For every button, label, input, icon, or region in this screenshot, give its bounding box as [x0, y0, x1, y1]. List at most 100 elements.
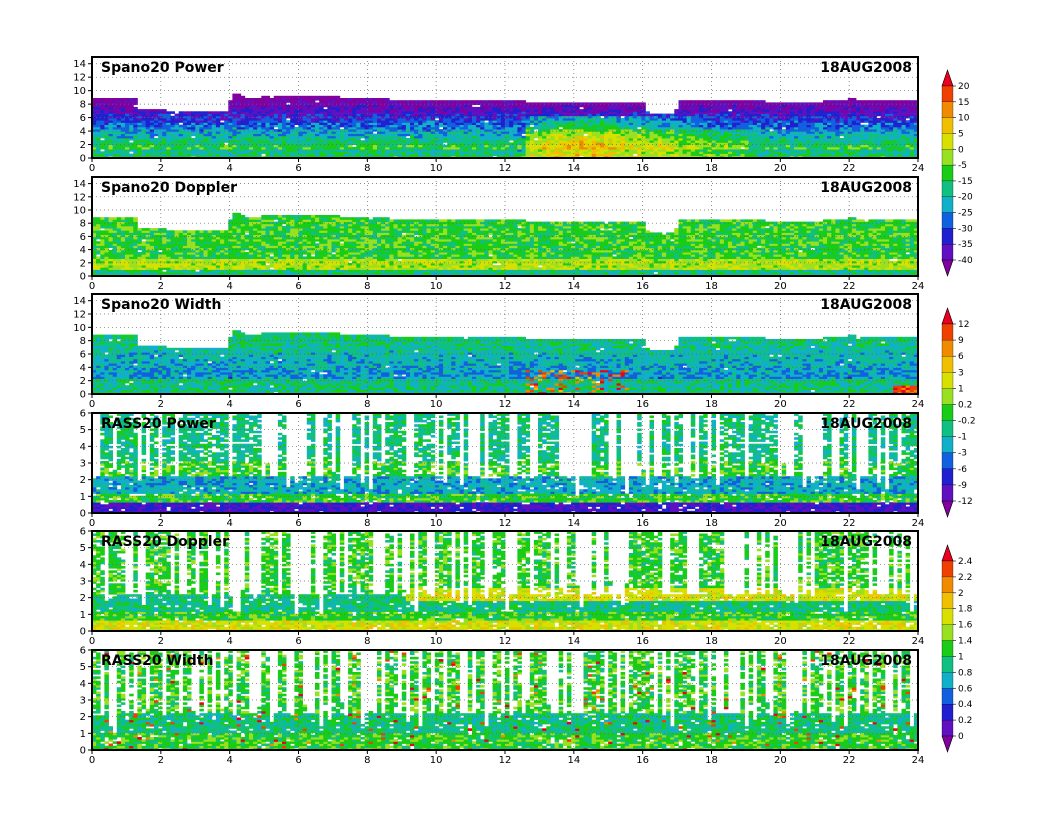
heatmap-cell: [682, 133, 688, 137]
heatmap-cell: [162, 153, 167, 157]
heatmap-cell: [447, 133, 452, 137]
heatmap-cell: [695, 133, 700, 137]
heatmap-cell: [182, 124, 188, 128]
heatmap-cell: [600, 106, 605, 110]
heatmap-cell: [525, 149, 531, 152]
heatmap-cell: [538, 109, 543, 112]
heatmap-cell: [112, 140, 118, 143]
heatmap-cell: [356, 142, 361, 145]
heatmap-cell: [678, 151, 683, 154]
heatmap-cell: [682, 153, 688, 157]
heatmap-cell: [711, 146, 716, 150]
heatmap-cell: [298, 111, 303, 114]
heatmap-cell: [612, 120, 617, 123]
heatmap-cell: [220, 131, 225, 134]
heatmap-cell: [356, 118, 361, 121]
heatmap-cell: [488, 138, 493, 141]
heatmap-cell: [120, 115, 126, 119]
heatmap-cell: [591, 118, 597, 121]
heatmap-cell: [521, 113, 526, 117]
heatmap-cell: [92, 131, 97, 134]
heatmap-cell: [343, 118, 349, 121]
heatmap-cell: [220, 129, 225, 132]
heatmap-cell: [587, 151, 593, 154]
heatmap-cell: [240, 113, 246, 117]
heatmap-cell: [401, 122, 407, 125]
heatmap-cell: [154, 146, 159, 150]
heatmap-cell: [166, 131, 171, 134]
heatmap-cell: [835, 104, 840, 108]
heatmap-cell: [220, 111, 225, 114]
heatmap-cell: [488, 115, 493, 119]
heatmap-cell: [187, 129, 192, 132]
heatmap-cell: [261, 138, 266, 141]
heatmap-cell: [199, 144, 204, 148]
heatmap-cell: [211, 126, 217, 130]
heatmap-cell: [827, 100, 832, 103]
heatmap-cell: [410, 124, 415, 128]
heatmap-cell: [108, 122, 113, 125]
heatmap-cell: [372, 124, 378, 128]
heatmap-cell: [319, 149, 324, 152]
heatmap-cell: [310, 129, 316, 132]
heatmap-cell: [306, 100, 312, 103]
heatmap-cell: [253, 129, 258, 132]
heatmap-cell: [315, 153, 320, 157]
heatmap-cell: [298, 122, 303, 125]
heatmap-cell: [368, 126, 374, 130]
heatmap-cell: [690, 122, 696, 125]
heatmap-cell: [331, 151, 336, 154]
heatmap-cell: [785, 153, 791, 157]
heatmap-cell: [600, 102, 605, 105]
heatmap-cell: [579, 118, 584, 121]
heatmap-cell: [686, 140, 692, 143]
heatmap-cell: [533, 144, 539, 148]
heatmap-cell: [207, 113, 213, 117]
heatmap-cell: [414, 140, 419, 143]
heatmap-cell: [385, 120, 390, 123]
heatmap-cell: [670, 115, 675, 119]
heatmap-cell: [455, 131, 460, 134]
heatmap-cell: [248, 151, 254, 154]
heatmap-cell: [112, 120, 118, 123]
heatmap-cell: [166, 135, 171, 139]
heatmap-cell: [459, 113, 465, 117]
heatmap-cell: [633, 111, 638, 114]
heatmap-cell: [620, 122, 626, 125]
heatmap-cell: [137, 111, 142, 114]
heatmap-cell: [670, 133, 675, 137]
heatmap-cell: [298, 95, 303, 99]
heatmap-cell: [571, 118, 576, 121]
heatmap-cell: [315, 144, 320, 148]
heatmap-cell: [405, 124, 411, 128]
heatmap-cell: [244, 102, 250, 105]
heatmap-cell: [315, 104, 320, 108]
heatmap-cell: [682, 146, 688, 150]
heatmap-cell: [215, 120, 221, 123]
heatmap-cell: [604, 133, 609, 137]
heatmap-cell: [343, 146, 349, 150]
heatmap-cell: [608, 129, 613, 132]
heatmap-cell: [282, 115, 287, 119]
heatmap-cell: [889, 153, 894, 157]
heatmap-cell: [443, 106, 448, 110]
heatmap-cell: [525, 129, 531, 132]
heatmap-cell: [381, 133, 386, 137]
heatmap-cell: [112, 133, 118, 137]
heatmap-cell: [286, 126, 291, 130]
heatmap-cell: [224, 149, 229, 152]
heatmap-cell: [480, 115, 485, 119]
heatmap-cell: [661, 118, 667, 121]
heatmap-cell: [257, 115, 262, 119]
heatmap-cell: [199, 111, 204, 114]
heatmap-cell: [434, 138, 440, 141]
heatmap-cell: [348, 153, 353, 157]
heatmap-cell: [207, 133, 213, 137]
heatmap-cell: [690, 149, 696, 152]
heatmap-cell: [657, 135, 663, 139]
heatmap-cell: [509, 133, 514, 137]
heatmap-cell: [372, 120, 378, 123]
heatmap-cell: [756, 124, 762, 128]
heatmap-cell: [707, 144, 712, 148]
heatmap-cell: [203, 144, 208, 148]
